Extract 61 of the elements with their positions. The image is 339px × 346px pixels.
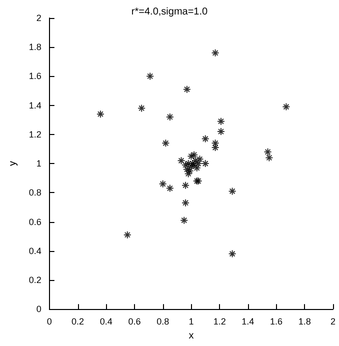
point	[182, 85, 191, 94]
point	[182, 165, 191, 174]
point	[180, 216, 188, 224]
chart-title: r*=4.0,sigma=1.0	[131, 6, 208, 18]
point	[182, 198, 190, 207]
point	[123, 230, 132, 239]
point	[264, 148, 272, 156]
y-tick-label: 0	[36, 304, 42, 314]
y-tick-label: 1.6	[28, 71, 42, 82]
y-tick-label: 2	[36, 13, 42, 23]
point	[196, 155, 204, 164]
point	[182, 161, 190, 170]
point	[216, 117, 225, 126]
x-tick-label: 1	[188, 316, 194, 327]
point	[201, 160, 210, 168]
point	[191, 156, 200, 165]
point	[186, 166, 194, 175]
x-tick-label: 1.2	[213, 316, 226, 327]
point	[211, 139, 220, 148]
point	[184, 170, 192, 178]
point	[211, 48, 220, 57]
point	[282, 102, 290, 111]
x-tick-label: 0	[46, 316, 52, 327]
x-axis-title: x	[188, 330, 194, 342]
y-tick-label: 1	[36, 158, 42, 169]
point	[182, 181, 190, 190]
point	[166, 112, 174, 121]
point	[201, 134, 210, 143]
point	[194, 160, 202, 168]
x-tick-label: 0.6	[128, 316, 141, 327]
y-tick-label: 0.2	[28, 274, 42, 285]
point	[187, 152, 196, 160]
point	[96, 110, 104, 118]
x-tick-label: 0.8	[156, 316, 170, 327]
point	[158, 180, 167, 188]
x-tick-label: 1.8	[298, 316, 311, 327]
y-axis-title: y	[8, 161, 18, 166]
x-tick-label: 0.2	[72, 316, 84, 327]
y-tick-label: 1.2	[28, 129, 42, 140]
y-tick-label: 0.4	[28, 246, 42, 256]
x-tick-label: 0.4	[100, 316, 112, 327]
y-tick-label: 0.8	[28, 188, 42, 198]
point	[228, 187, 236, 196]
y-tick-label: 1.4	[28, 100, 42, 110]
point	[265, 154, 274, 162]
point	[190, 150, 198, 159]
point	[216, 128, 225, 136]
point	[228, 250, 236, 258]
x-tick-label: 1.4	[242, 316, 254, 327]
x-tick-label: 2	[330, 316, 336, 327]
y-tick-label: 0.6	[28, 216, 42, 227]
point	[146, 72, 154, 80]
x-tick-label: 1.6	[270, 316, 283, 327]
point	[187, 162, 196, 170]
y-tick-label: 1.8	[28, 42, 42, 52]
point	[211, 144, 220, 152]
point	[192, 164, 201, 172]
point	[162, 139, 170, 148]
point	[166, 184, 174, 192]
point	[177, 156, 186, 165]
point	[138, 104, 146, 112]
